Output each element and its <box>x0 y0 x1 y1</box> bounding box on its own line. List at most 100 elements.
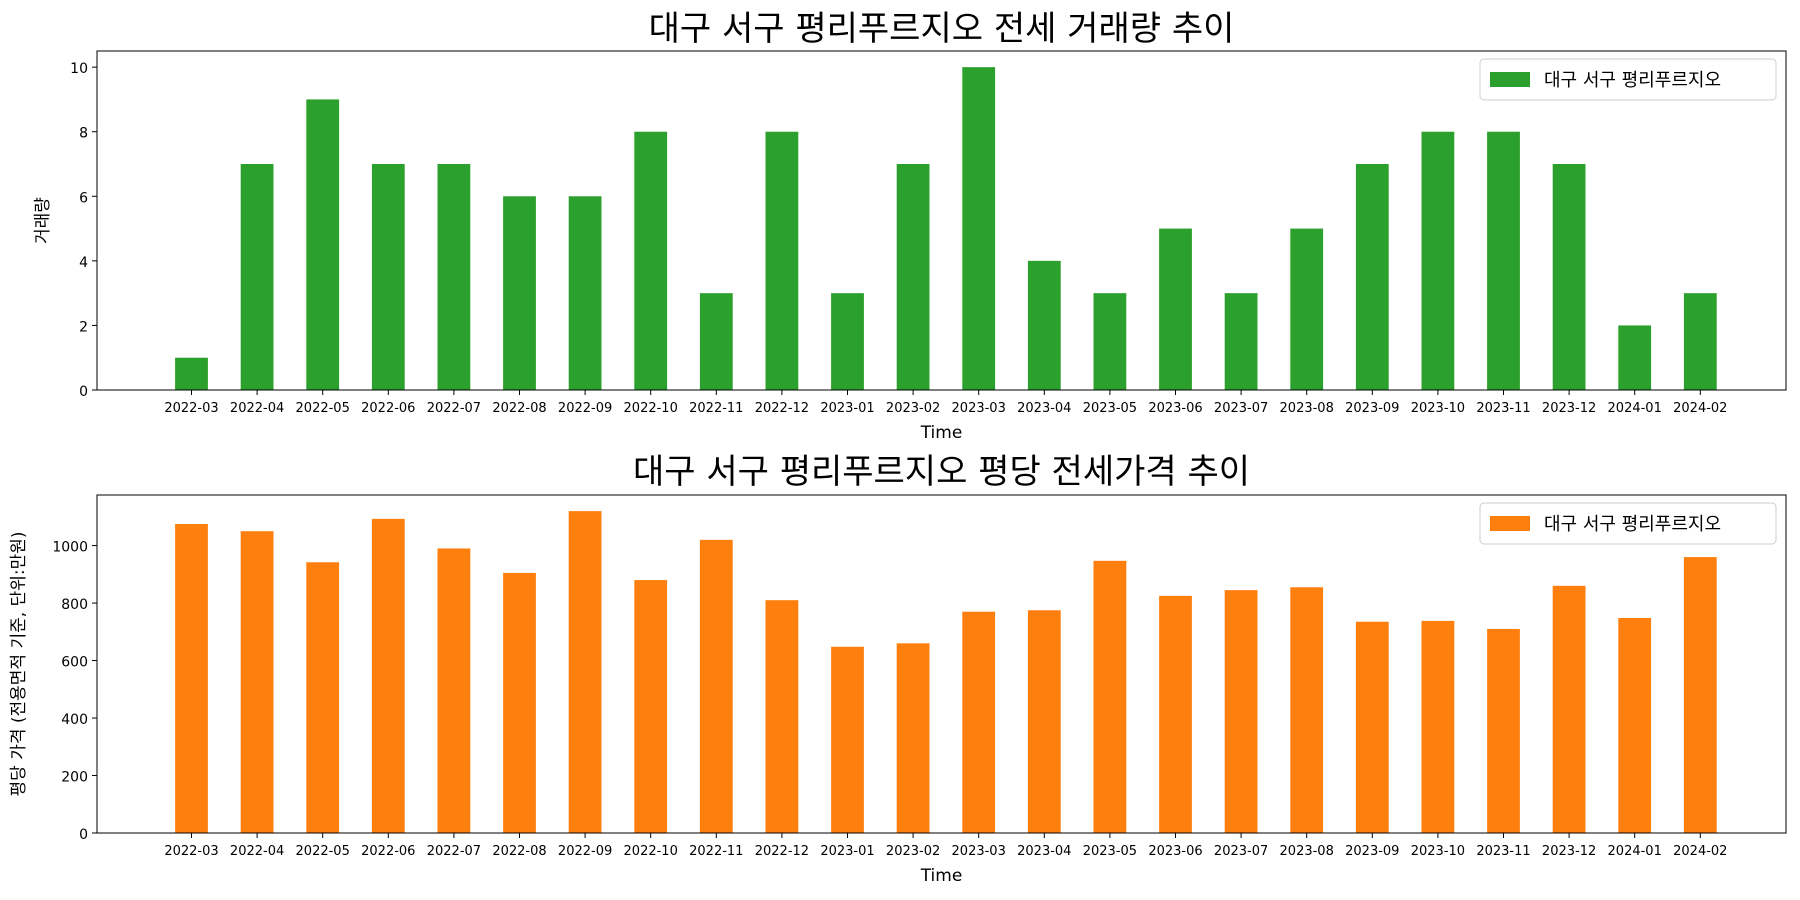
chart-panel-1: 대구 서구 평리푸르지오 전세 거래량 추이 0 2 4 6 8 10 2022-03 2022… <box>33 9 1787 443</box>
y-tick-label: 4 <box>79 255 88 271</box>
x-tick-label: 2022-06 <box>361 844 415 859</box>
bar-2022-03 <box>175 357 208 390</box>
x-tick-label: 2022-04 <box>230 844 284 859</box>
y-tick-label: 8 <box>79 126 88 142</box>
chart-title: 대구 서구 평리푸르지오 전세 거래량 추이 <box>649 9 1235 49</box>
x-tick-label: 2023-01 <box>820 844 874 859</box>
x-tick-label: 2022-04 <box>230 401 284 416</box>
x-tick-label: 2023-12 <box>1542 401 1596 416</box>
bar-2023-11 <box>1487 628 1520 833</box>
x-tick-label: 2023-06 <box>1148 844 1202 859</box>
bar-2024-01 <box>1618 325 1652 390</box>
y-axis-label: 거래량 <box>33 197 53 244</box>
bar-2023-07 <box>1224 293 1258 390</box>
bar-2022-10 <box>634 131 668 390</box>
x-tick-label: 2023-05 <box>1083 401 1137 416</box>
bar-2023-05 <box>1093 293 1127 390</box>
bar-2023-08 <box>1290 228 1324 390</box>
bar-2022-05 <box>306 99 340 391</box>
bar-2023-05 <box>1093 560 1127 833</box>
legend-label: 대구 서구 평리푸르지오 <box>1544 70 1721 91</box>
legend-box <box>1479 58 1777 101</box>
plot-frame <box>96 494 1787 834</box>
x-tick-label: 2023-09 <box>1345 401 1399 416</box>
x-tick-label: 2023-06 <box>1148 401 1202 416</box>
legend-swatch <box>1490 516 1530 531</box>
x-tick-label: 2022-10 <box>624 401 678 416</box>
x-axis-label: Time <box>920 423 963 443</box>
x-tick-label: 2022-07 <box>427 844 481 859</box>
bar-2022-07 <box>437 164 471 390</box>
bar-2022-11 <box>699 539 733 833</box>
x-tick-label: 2023-10 <box>1411 401 1465 416</box>
bar-2023-09 <box>1355 164 1389 390</box>
x-tick-label: 2023-12 <box>1542 844 1596 859</box>
y-tick-label: 200 <box>61 770 88 786</box>
bar-2023-01 <box>831 293 864 390</box>
y-tick-label: 10 <box>70 61 88 77</box>
bar-2022-05 <box>306 562 340 833</box>
bar-2022-09 <box>568 196 602 390</box>
x-tick-label: 2022-09 <box>558 844 612 859</box>
x-tick-label: 2022-11 <box>689 401 743 416</box>
x-tick-label: 2023-11 <box>1476 844 1530 859</box>
x-tick-label: 2022-05 <box>296 844 350 859</box>
x-tick-label: 2022-11 <box>689 844 743 859</box>
bar-2023-12 <box>1552 585 1586 833</box>
y-tick-label: 2 <box>79 319 88 335</box>
x-axis-label: Time <box>920 866 963 886</box>
x-tick-label: 2022-12 <box>755 401 809 416</box>
x-tick-label: 2023-04 <box>1017 844 1071 859</box>
plot-frame <box>96 50 1787 391</box>
bar-2022-04 <box>240 531 274 833</box>
x-tick-label: 2023-03 <box>952 401 1006 416</box>
y-tick-label: 6 <box>79 190 88 206</box>
bar-2024-02 <box>1683 557 1717 833</box>
x-tick-label: 2022-09 <box>558 401 612 416</box>
y-tick-label: 0 <box>79 827 88 843</box>
bar-2022-07 <box>437 548 471 833</box>
x-tick-label: 2024-01 <box>1608 844 1662 859</box>
x-tick-label: 2022-03 <box>164 844 218 859</box>
x-tick-label: 2022-06 <box>361 401 415 416</box>
bar-2022-10 <box>634 580 668 833</box>
x-tick-label: 2023-10 <box>1411 844 1465 859</box>
x-tick-label: 2024-01 <box>1608 401 1662 416</box>
bar-2023-04 <box>1027 260 1061 390</box>
bar-2023-03 <box>962 67 996 390</box>
bar-2022-06 <box>371 518 405 833</box>
bar-2022-06 <box>371 164 405 390</box>
legend: 대구 서구 평리푸르지오 <box>1479 502 1777 545</box>
x-tick-label: 2022-12 <box>755 844 809 859</box>
bar-2023-02 <box>896 164 930 390</box>
x-tick-label: 2023-11 <box>1476 401 1530 416</box>
x-tick-label: 2023-02 <box>886 844 940 859</box>
x-tick-label: 2022-08 <box>492 401 546 416</box>
bar-2022-11 <box>699 293 733 390</box>
x-tick-label: 2022-10 <box>624 844 678 859</box>
bar-2024-01 <box>1618 618 1652 833</box>
y-tick-label: 600 <box>61 655 88 671</box>
x-tick-label: 2022-07 <box>427 401 481 416</box>
y-tick-label: 1000 <box>52 540 88 556</box>
bar-2023-04 <box>1027 610 1061 833</box>
bar-2023-06 <box>1159 595 1192 833</box>
x-tick-label: 2023-05 <box>1083 844 1137 859</box>
chart-title: 대구 서구 평리푸르지오 평당 전세가격 추이 <box>633 452 1250 492</box>
x-tick-label: 2023-03 <box>952 844 1006 859</box>
y-tick-label: 0 <box>79 384 88 400</box>
bar-2022-08 <box>503 572 536 833</box>
bar-2023-01 <box>831 646 864 833</box>
bar-2022-12 <box>765 600 799 833</box>
bar-2022-03 <box>175 524 208 833</box>
x-tick-label: 2023-09 <box>1345 844 1399 859</box>
bar-2023-08 <box>1290 587 1324 833</box>
x-tick-label: 2023-02 <box>886 401 940 416</box>
legend-label: 대구 서구 평리푸르지오 <box>1544 514 1721 535</box>
x-tick-label: 2024-02 <box>1673 844 1727 859</box>
bar-2022-08 <box>503 196 536 390</box>
bar-2023-09 <box>1355 621 1389 833</box>
x-tick-label: 2022-08 <box>492 844 546 859</box>
bar-2023-07 <box>1224 590 1258 833</box>
